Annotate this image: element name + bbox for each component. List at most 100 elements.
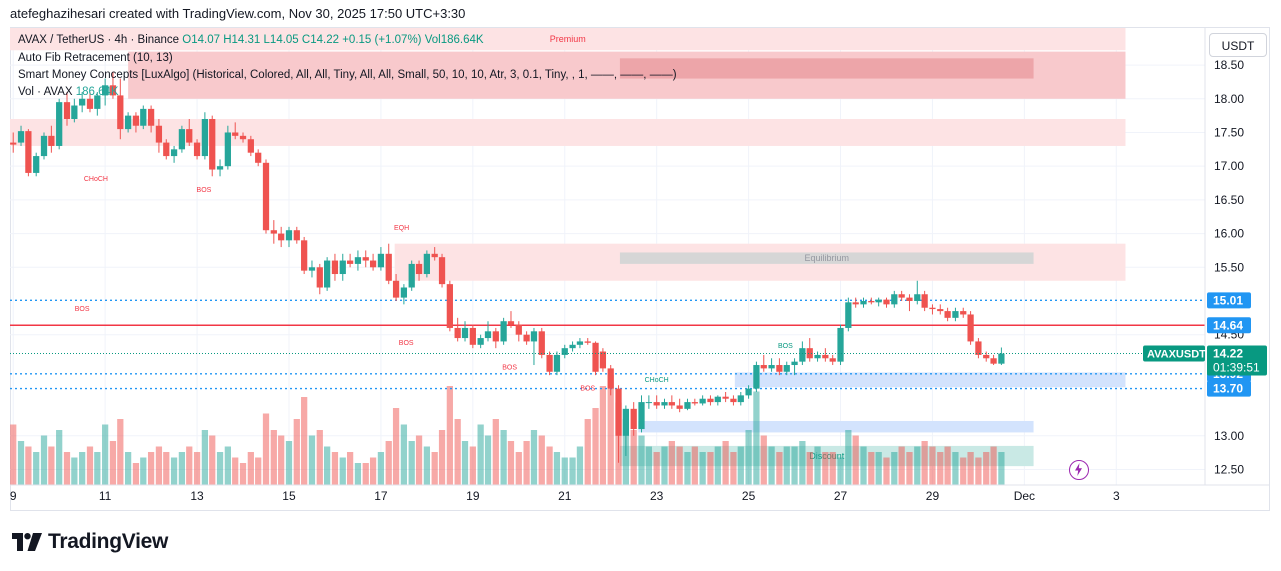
- currency-button[interactable]: USDT: [1209, 33, 1267, 57]
- price-level-tag-text: 15.01: [1213, 293, 1243, 307]
- candle-body: [40, 135, 48, 157]
- candle-body: [944, 311, 951, 318]
- candle-body: [753, 365, 760, 389]
- price-level-tag[interactable]: [1207, 292, 1251, 309]
- candle-body: [186, 129, 193, 143]
- lightning-glyph: [1075, 463, 1082, 476]
- candle-body: [71, 105, 78, 119]
- candle-body: [860, 300, 867, 305]
- volume-bar: [140, 457, 147, 485]
- volume-bar: [538, 435, 545, 485]
- candle-body: [63, 102, 71, 119]
- volume-bar: [155, 446, 163, 485]
- fib-indicator-legend[interactable]: Auto Fib Retracement (10, 13): [18, 52, 173, 64]
- price-axis-tick: 13.00: [1214, 429, 1244, 443]
- candle-body: [301, 240, 308, 271]
- price-axis-tick: 17.00: [1214, 159, 1244, 173]
- volume-bar: [929, 446, 936, 485]
- candle-body: [599, 351, 607, 369]
- volume-indicator-legend[interactable]: Vol · AVAX 186.64K: [18, 86, 119, 98]
- candle-body: [584, 341, 591, 343]
- candle-body: [308, 267, 316, 271]
- volume-bar: [94, 452, 101, 485]
- volume-bar: [737, 446, 744, 485]
- candle-body: [921, 294, 928, 308]
- volume-bar: [209, 435, 216, 485]
- zone-label: Equilibrium: [804, 253, 849, 263]
- volume-bar: [10, 424, 17, 485]
- volume-bar: [147, 452, 155, 485]
- candle-body: [684, 402, 691, 409]
- smc-indicator-legend[interactable]: Smart Money Concepts [LuxAlgo] (Historic…: [18, 69, 677, 81]
- candle-body: [998, 353, 1005, 364]
- volume-bar: [500, 430, 507, 485]
- symbol-tag[interactable]: [1143, 345, 1205, 362]
- price-level-tag[interactable]: [1207, 317, 1251, 334]
- volume-bar: [186, 446, 193, 485]
- volume-bar: [921, 441, 928, 485]
- structure-label: CHoCH: [645, 377, 669, 384]
- structure-label: BOS: [399, 340, 414, 347]
- lightning-icon[interactable]: [1069, 460, 1089, 480]
- candle-body: [952, 311, 959, 318]
- candle-body: [975, 341, 982, 355]
- symbol-legend[interactable]: AVAX / TetherUS · 4h · Binance O14.07 H1…: [18, 34, 484, 46]
- countdown-text: 01:39:51: [1213, 361, 1260, 375]
- volume-bar: [415, 435, 423, 485]
- volume-bar: [776, 452, 783, 485]
- volume-bar: [339, 457, 346, 485]
- candle-body: [799, 348, 806, 362]
- volume-bar: [730, 452, 737, 485]
- time-axis-tick: 25: [742, 489, 756, 503]
- candle-body: [622, 408, 630, 436]
- symbol-name[interactable]: AVAX / TetherUS · 4h · Binance: [18, 34, 180, 46]
- volume-bar: [592, 408, 599, 485]
- volume-bar: [431, 452, 438, 485]
- candle-body: [937, 309, 944, 312]
- candle-body: [431, 253, 438, 258]
- candle-body: [707, 398, 714, 403]
- chart-frame[interactable]: [10, 27, 1270, 511]
- tradingview-logo[interactable]: TradingView: [12, 529, 168, 555]
- candle-body: [914, 294, 921, 301]
- candle-body: [668, 402, 675, 406]
- candle-body: [232, 132, 239, 136]
- price-level-tag[interactable]: [1207, 380, 1251, 397]
- volume-bar: [891, 452, 898, 485]
- volume-bar: [868, 452, 875, 485]
- candle-body: [415, 263, 423, 275]
- price-axis-tick: 18.00: [1214, 92, 1244, 106]
- volume-bar: [232, 457, 239, 485]
- volume-bar: [423, 446, 430, 485]
- zone-box: [619, 252, 1034, 264]
- candle-body: [569, 344, 576, 349]
- volume-bar: [278, 435, 285, 485]
- candle-body: [423, 253, 430, 275]
- volume-bar: [998, 452, 1005, 485]
- volume-bar: [216, 452, 224, 485]
- structure-label: BOS: [75, 306, 90, 313]
- volume-bar: [40, 435, 48, 485]
- candle-body: [293, 230, 300, 241]
- candle-body: [247, 139, 254, 153]
- candle-body: [845, 302, 852, 328]
- price-axis-tick: 15.50: [1214, 260, 1244, 274]
- zone-box: [10, 118, 1126, 146]
- candle-body: [983, 354, 990, 359]
- candle-body: [492, 331, 499, 342]
- volume-bar: [960, 457, 967, 485]
- volume-bar: [438, 430, 446, 485]
- volume-bar: [546, 446, 553, 485]
- volume-bar: [132, 463, 140, 485]
- volume-bar: [33, 452, 40, 485]
- candle-body: [446, 284, 453, 328]
- candle-body: [661, 402, 668, 406]
- volume-bar: [814, 446, 821, 485]
- volume-bar: [829, 452, 836, 485]
- candle-body: [170, 149, 178, 157]
- candle-body: [102, 85, 109, 96]
- current-price-tag[interactable]: [1207, 345, 1267, 376]
- volume-bar: [638, 435, 645, 485]
- volume-bar: [454, 419, 461, 485]
